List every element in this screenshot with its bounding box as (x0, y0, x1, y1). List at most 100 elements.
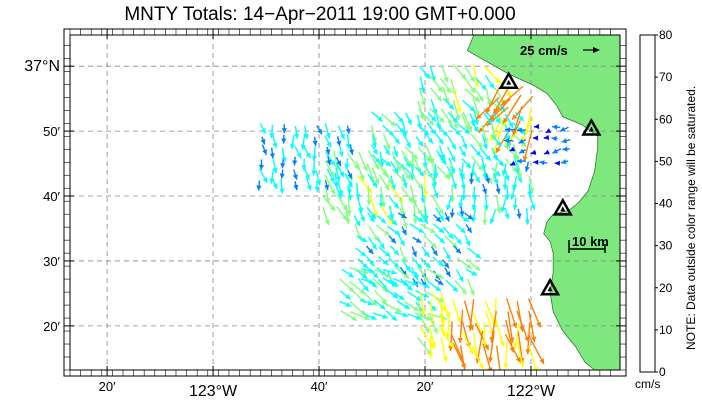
vector-shaft (511, 95, 534, 121)
vector-head (406, 160, 412, 166)
vector-head (416, 315, 422, 320)
vector-head (509, 146, 516, 152)
vector-head (355, 220, 361, 227)
vector-head (373, 272, 379, 279)
vector-head (450, 156, 456, 162)
vector-head (444, 262, 449, 269)
vector-shaft (496, 345, 501, 370)
vector-head (484, 344, 489, 351)
vector-head (519, 148, 525, 154)
vector-head (487, 367, 493, 370)
vector-head (280, 163, 286, 169)
vector-head (530, 149, 537, 155)
vector-head (366, 187, 372, 193)
vector-head (559, 126, 566, 132)
vector-shaft (517, 331, 524, 364)
vector-head (536, 321, 541, 328)
vector-head (513, 343, 519, 349)
vector-head (561, 159, 567, 164)
vector-head (402, 312, 409, 318)
vector-head (543, 134, 549, 141)
vector-head (317, 128, 322, 135)
vector-head (329, 171, 335, 177)
vector-head (552, 124, 558, 130)
vector-head (475, 253, 481, 259)
vector-head (420, 87, 426, 93)
vector-shaft (463, 300, 474, 331)
vector-head (463, 373, 468, 378)
vector-head (496, 208, 502, 214)
vector-head (489, 82, 495, 89)
vector-head (338, 190, 344, 196)
vector-head (551, 136, 557, 142)
vector-head (493, 179, 499, 185)
vector-shaft (507, 311, 514, 343)
vector-head (402, 182, 408, 188)
vector-head (562, 146, 568, 152)
vector-head (292, 160, 298, 166)
vector-shaft (527, 322, 531, 355)
vector-head (456, 107, 462, 113)
vector-head (361, 237, 368, 242)
vector-head (498, 373, 503, 378)
vector-head (344, 164, 350, 170)
vector-head (471, 270, 477, 276)
vector-head (505, 127, 511, 133)
vector-head (377, 116, 383, 122)
vector-head (495, 147, 501, 153)
vector-head (501, 170, 507, 176)
vector-head (281, 138, 287, 144)
vector-head (464, 128, 470, 134)
vector-head (407, 285, 413, 291)
vector-head (475, 150, 481, 157)
vector-head (486, 120, 492, 126)
colorbar-tick-label: 80 (659, 28, 673, 42)
vector-head (444, 216, 450, 222)
vector-head (485, 177, 491, 184)
vector-head (451, 143, 456, 150)
vector-head (505, 142, 511, 148)
radar-stations (498, 71, 602, 296)
vector-head (324, 219, 330, 226)
vector-head (423, 191, 429, 197)
vector-head (442, 130, 448, 137)
vector-shaft (516, 310, 530, 343)
vector-head (429, 157, 435, 164)
vector-head (510, 194, 516, 200)
vector-head (462, 143, 468, 150)
vector-head (394, 138, 400, 144)
vector-head (470, 119, 476, 125)
vector-head (372, 211, 378, 218)
vector-head (372, 181, 378, 188)
vector-head (500, 206, 506, 213)
vector-head (458, 202, 464, 208)
vector-head (447, 119, 452, 125)
vector-head (445, 312, 451, 318)
vector-head (294, 133, 300, 139)
vector-head (471, 204, 477, 211)
vector-head (468, 325, 474, 331)
vector-head (452, 286, 458, 292)
vector-head (417, 217, 424, 223)
vector-head (361, 273, 368, 279)
vector-head (435, 216, 442, 223)
vector-head (393, 151, 399, 157)
vector-head (325, 132, 331, 139)
vector-head (420, 310, 426, 316)
vector-head (411, 280, 418, 286)
vector-head (437, 280, 444, 285)
vector-shaft (489, 98, 511, 122)
vector-head (495, 117, 501, 124)
vector-head (470, 87, 475, 94)
vector-head (473, 126, 479, 132)
vector-head (476, 113, 482, 120)
vector-head (438, 138, 444, 145)
vector-head (401, 257, 407, 263)
vector-head (527, 191, 533, 197)
vector-head (391, 269, 397, 275)
vector-head (394, 230, 401, 235)
vector-head (438, 297, 445, 303)
vector-head (423, 276, 429, 282)
vector-head (452, 117, 458, 123)
vector-head (379, 243, 385, 249)
